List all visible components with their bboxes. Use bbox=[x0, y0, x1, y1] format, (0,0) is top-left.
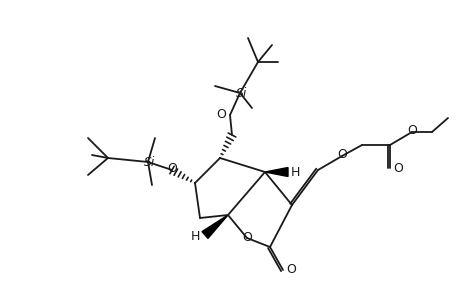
Polygon shape bbox=[202, 215, 228, 238]
Text: O: O bbox=[392, 161, 402, 175]
Text: Si: Si bbox=[236, 86, 247, 100]
Text: H: H bbox=[291, 166, 300, 178]
Text: O: O bbox=[241, 232, 252, 244]
Polygon shape bbox=[264, 167, 287, 176]
Text: O: O bbox=[285, 263, 295, 277]
Text: O: O bbox=[406, 124, 416, 137]
Text: O: O bbox=[336, 148, 346, 161]
Text: O: O bbox=[216, 109, 225, 122]
Text: O: O bbox=[167, 163, 177, 176]
Text: H: H bbox=[190, 230, 200, 244]
Text: Si: Si bbox=[144, 155, 155, 169]
